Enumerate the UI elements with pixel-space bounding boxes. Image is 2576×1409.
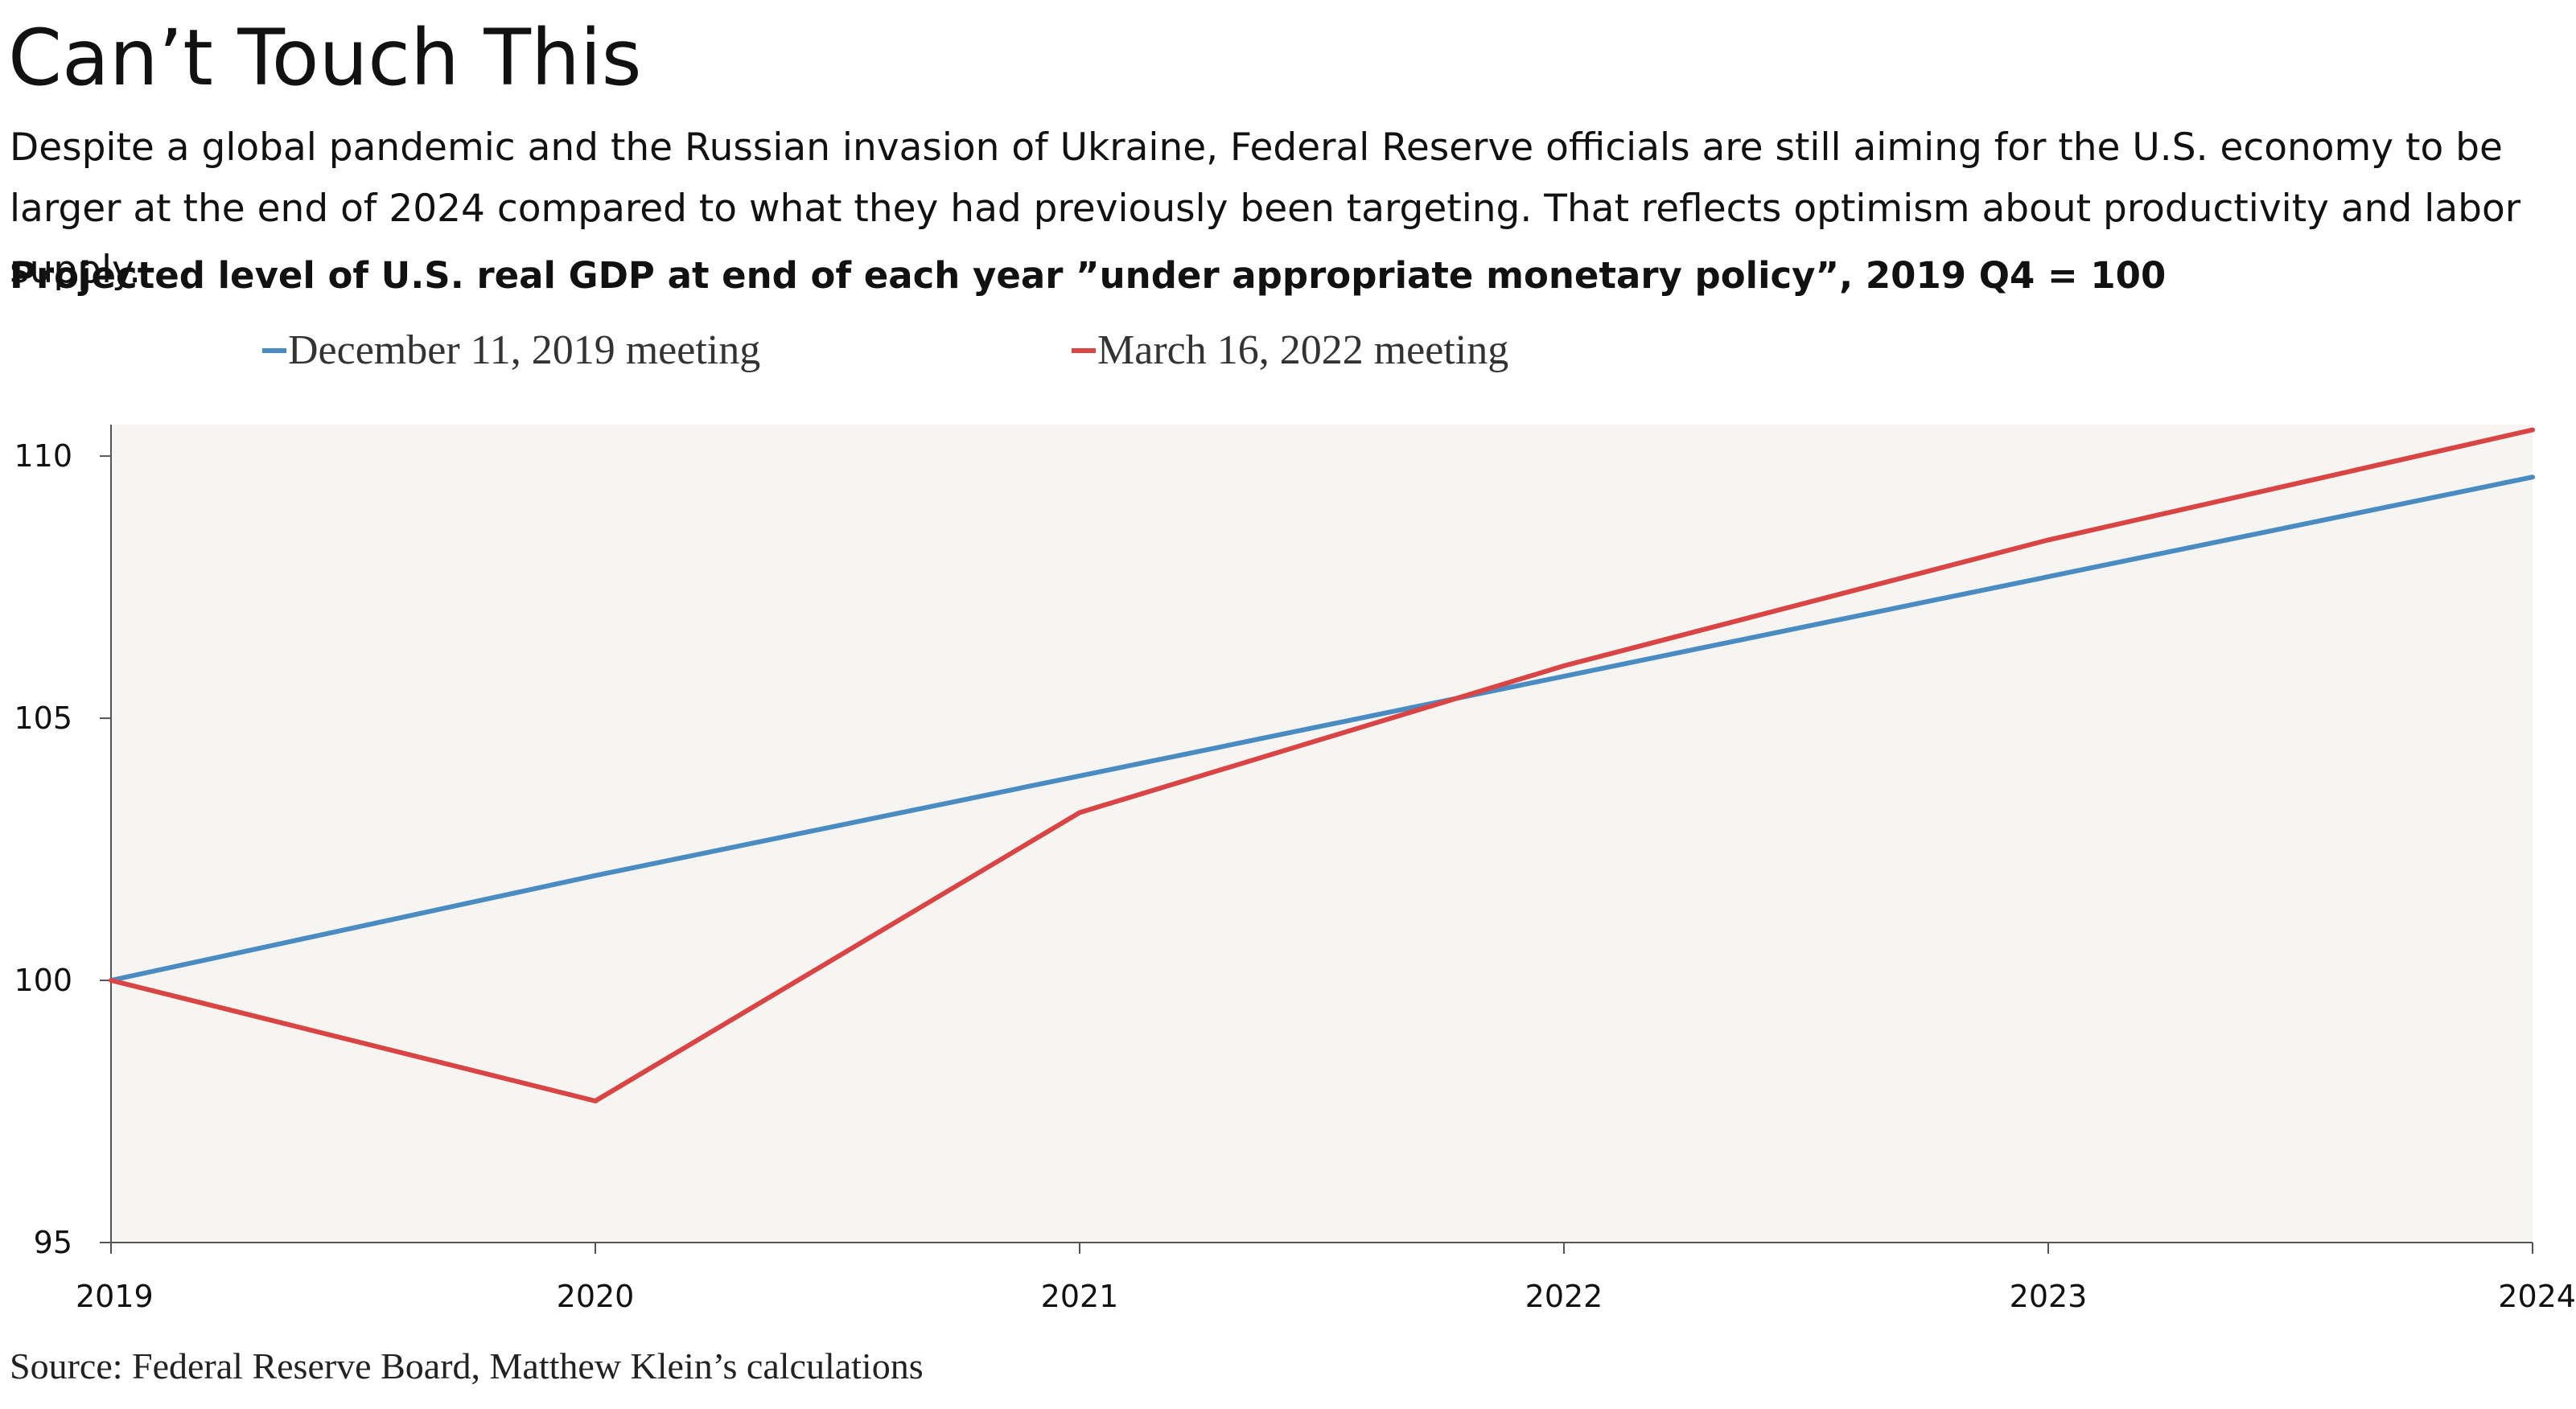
y-tick-label: 105 xyxy=(14,700,72,736)
x-tick-label: 2022 xyxy=(1525,1279,1603,1314)
x-tick-label: 2020 xyxy=(557,1279,635,1314)
x-tick-label: 2023 xyxy=(2010,1279,2088,1314)
x-tick-label: 2019 xyxy=(76,1279,154,1314)
y-tick-label: 95 xyxy=(34,1225,72,1260)
x-tick-label: 2024 xyxy=(2498,1279,2576,1314)
plot-background xyxy=(111,425,2533,1243)
x-tick-label: 2021 xyxy=(1041,1279,1119,1314)
y-tick-label: 110 xyxy=(14,438,72,474)
source-note: Source: Federal Reserve Board, Matthew K… xyxy=(10,1345,924,1387)
y-tick-label: 100 xyxy=(14,963,72,998)
